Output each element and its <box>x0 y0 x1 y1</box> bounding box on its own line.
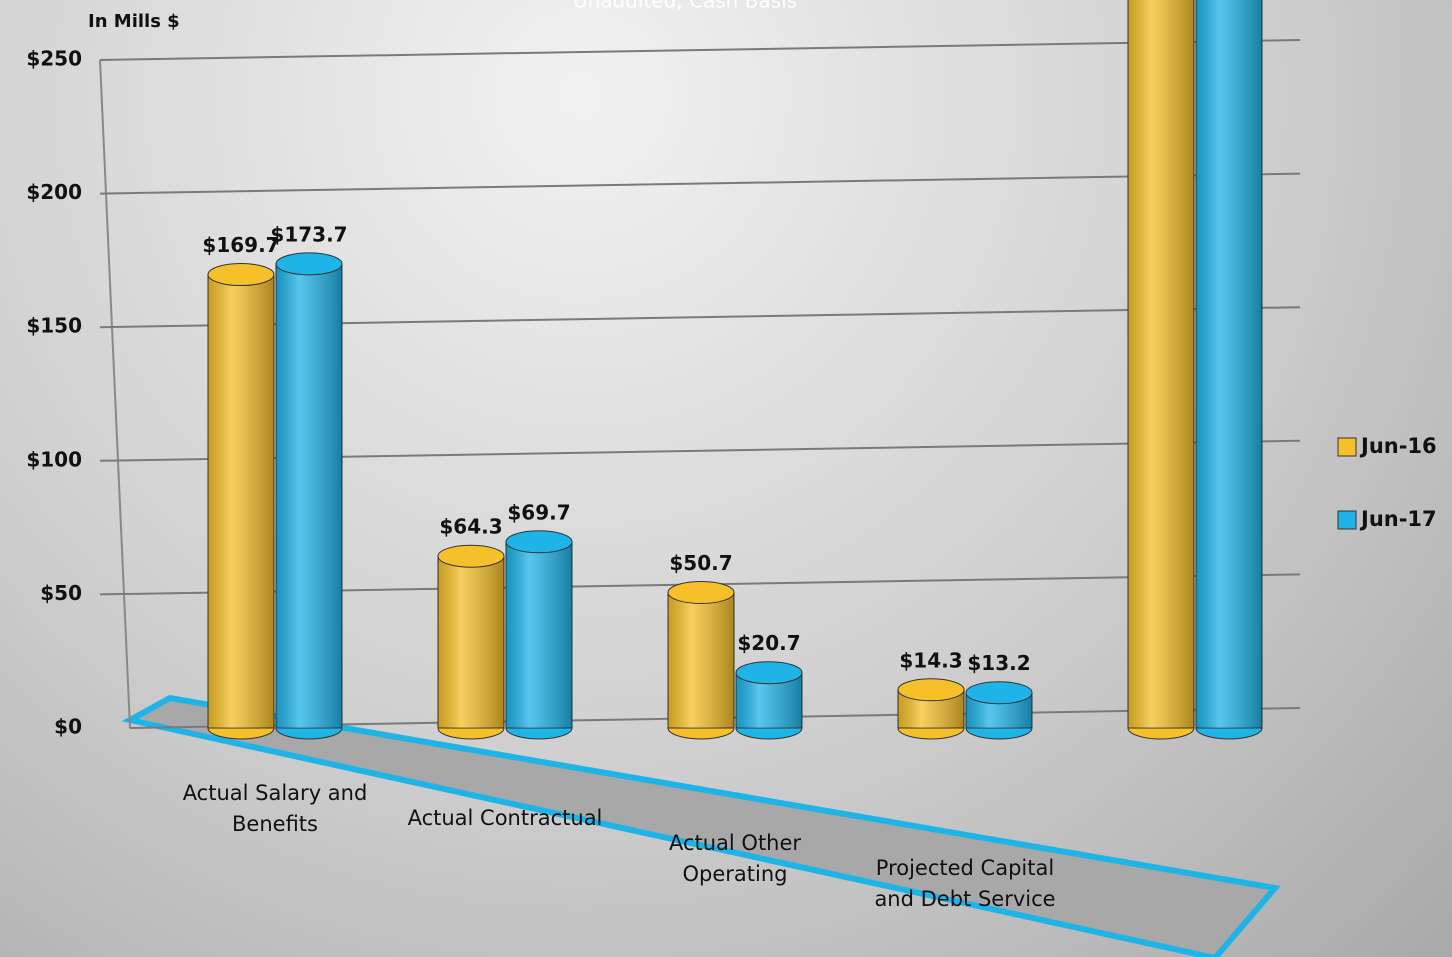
bar-shade <box>1196 0 1262 729</box>
cylinder-top <box>437 544 505 568</box>
cylinder <box>505 530 573 740</box>
grid-line <box>99 172 1301 195</box>
y-tick-label: $200 <box>26 180 82 204</box>
data-label: $14.3 <box>899 648 962 672</box>
data-label: $64.3 <box>439 515 502 539</box>
bar-shade <box>506 541 572 728</box>
cylinder-top <box>207 263 275 287</box>
chart-subtitle: Unaudited, Cash Basis <box>573 0 797 13</box>
cylinder <box>897 678 965 740</box>
cylinder-top <box>965 681 1033 705</box>
y-tick-label: $250 <box>26 47 82 71</box>
x-tick-label: Actual Contractual <box>407 806 603 830</box>
cylinder <box>965 681 1033 740</box>
cylinder <box>275 252 343 740</box>
y-axis <box>99 59 131 729</box>
cylinder <box>1195 0 1263 740</box>
cylinder <box>667 581 735 740</box>
y-axis-label: In Mills $ <box>88 11 180 32</box>
bar-shade <box>1128 0 1194 728</box>
cylinder <box>1127 0 1195 740</box>
legend-label: Jun-17 <box>1359 507 1437 531</box>
cylinder-top <box>505 530 573 554</box>
data-label: $50.7 <box>669 551 732 575</box>
data-label: $173.7 <box>270 222 347 246</box>
data-label: $69.7 <box>507 500 570 524</box>
cylinder-top <box>275 252 343 276</box>
x-tick-label: Actual Salary and Benefits <box>182 781 368 836</box>
data-label: $169.7 <box>202 233 279 257</box>
legend-label: Jun-16 <box>1359 434 1437 458</box>
x-tick-label: Actual Other Operating <box>668 831 802 886</box>
grid-line <box>99 39 1301 61</box>
bar-shade <box>438 556 504 728</box>
y-tick-label: $50 <box>40 581 82 605</box>
bar-shade <box>668 592 734 728</box>
data-label: $13.2 <box>967 651 1030 675</box>
floor <box>121 694 1281 957</box>
cylinder <box>437 544 505 740</box>
bar-shade <box>276 263 342 728</box>
cylinder-top <box>667 581 735 605</box>
data-label: $20.7 <box>737 631 800 655</box>
cylinder-top <box>735 661 803 685</box>
cylinder-top <box>897 678 965 702</box>
y-tick-label: $100 <box>26 447 82 471</box>
legend-swatch <box>1337 510 1357 530</box>
y-tick-label: $0 <box>54 715 82 739</box>
legend-swatch <box>1337 437 1357 457</box>
y-tick-label: $150 <box>26 314 82 338</box>
cylinder <box>207 263 275 740</box>
x-tick-label: Projected Capital and Debt Service <box>874 856 1056 911</box>
cylinder <box>735 661 803 740</box>
bar-shade <box>208 274 274 728</box>
